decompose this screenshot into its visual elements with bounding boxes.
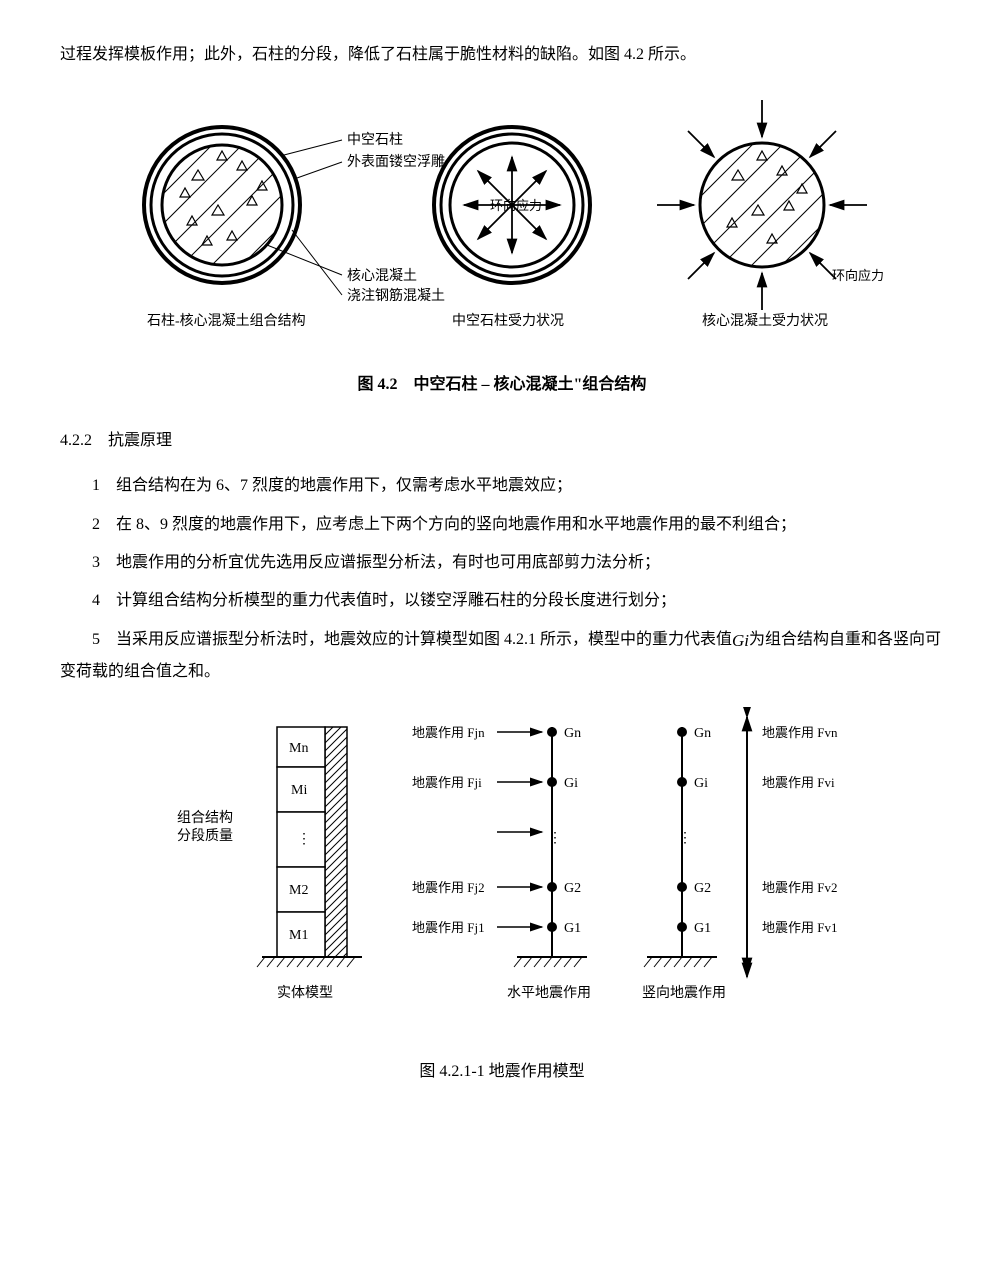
sublabel-2: 水平地震作用 [507, 985, 591, 1001]
svg-text:Gn: Gn [694, 726, 711, 741]
svg-text:Gn: Gn [564, 726, 581, 741]
svg-text:地震作用 Fj2: 地震作用 Fj2 [412, 880, 485, 895]
svg-text:M2: M2 [289, 883, 308, 898]
figure-4-2-1-1-caption: 图 4.2.1-1 地震作用模型 [60, 1057, 944, 1087]
item-4: 4 计算组合结构分析模型的重力代表值时，以镂空浮雕石柱的分段长度进行划分； [60, 586, 944, 616]
svg-text:地震作用 Fv2: 地震作用 Fv2 [762, 880, 837, 895]
intro-paragraph: 过程发挥模板作用；此外，石柱的分段，降低了石柱属于脆性材料的缺陷。如图 4.2 … [60, 40, 944, 70]
svg-text:Gi: Gi [694, 776, 708, 791]
svg-text:Mn: Mn [289, 741, 308, 756]
item-1: 1 组合结构在为 6、7 烈度的地震作用下，仅需考虑水平地震效应； [60, 471, 944, 501]
label-outer-relief: 外表面镂空浮雕 [347, 154, 445, 170]
svg-text:地震作用 Fjn: 地震作用 Fjn [412, 725, 485, 740]
figure-4-2-caption: 图 4.2 中空石柱 – 核心混凝土"组合结构 [60, 370, 944, 400]
var-gi: Gi [732, 631, 749, 650]
svg-text:地震作用 Fvn: 地震作用 Fvn [762, 725, 838, 740]
sublabel-1: 实体模型 [277, 985, 333, 1001]
sublabel-3: 竖向地震作用 [642, 985, 726, 1001]
svg-text:Mi: Mi [291, 783, 307, 798]
svg-text:Gi: Gi [564, 776, 578, 791]
svg-text:G1: G1 [694, 921, 711, 936]
svg-text:G1: G1 [564, 921, 581, 936]
caption-sub-2: 中空石柱受力状况 [452, 313, 564, 329]
svg-text:G2: G2 [694, 881, 711, 896]
svg-text:G2: G2 [564, 881, 581, 896]
item-5-prefix: 5 当采用反应谱振型分析法时，地震效应的计算模型如图 4.2.1 所示，模型中的… [92, 631, 732, 648]
svg-text:⋮: ⋮ [297, 832, 311, 847]
section-4-2-2-heading: 4.2.2 抗震原理 [60, 426, 944, 456]
svg-text:地震作用 Fv1: 地震作用 Fv1 [762, 920, 837, 935]
label-hollow-column: 中空石柱 [347, 132, 403, 148]
label-core-concrete: 核心混凝土 [347, 268, 417, 284]
left-label-1: 组合结构 [177, 810, 233, 826]
figure-4-2-1-1: Mn Mi ⋮ M2 M1 组合结构 分段质量 实体模型 [60, 707, 944, 1037]
left-label-2: 分段质量 [177, 828, 233, 844]
item-3: 3 地震作用的分析宜优先选用反应谱振型分析法，有时也可用底部剪力法分析； [60, 548, 944, 578]
svg-text:地震作用 Fvi: 地震作用 Fvi [762, 775, 835, 790]
svg-text:⋮: ⋮ [678, 831, 692, 846]
svg-text:M1: M1 [289, 928, 308, 943]
label-hoop-stress-3: 环向应力 [832, 268, 884, 283]
figure-4-2: 中空石柱 外表面镂空浮雕 核心混凝土 浇注钢筋混凝土 石柱-核心混凝土组合结构 [60, 100, 944, 350]
svg-text:地震作用 Fji: 地震作用 Fji [412, 775, 482, 790]
caption-sub-1: 石柱-核心混凝土组合结构 [147, 313, 306, 329]
svg-text:⋮: ⋮ [548, 831, 562, 846]
item-5: 5 当采用反应谱振型分析法时，地震效应的计算模型如图 4.2.1 所示，模型中的… [60, 625, 944, 688]
item-2: 2 在 8、9 烈度的地震作用下，应考虑上下两个方向的竖向地震作用和水平地震作用… [60, 510, 944, 540]
caption-sub-3: 核心混凝土受力状况 [702, 313, 828, 329]
svg-text:地震作用 Fj1: 地震作用 Fj1 [412, 920, 485, 935]
label-hoop-stress-2: 环向应力 [490, 198, 542, 213]
label-cast-rc: 浇注钢筋混凝土 [347, 287, 445, 304]
